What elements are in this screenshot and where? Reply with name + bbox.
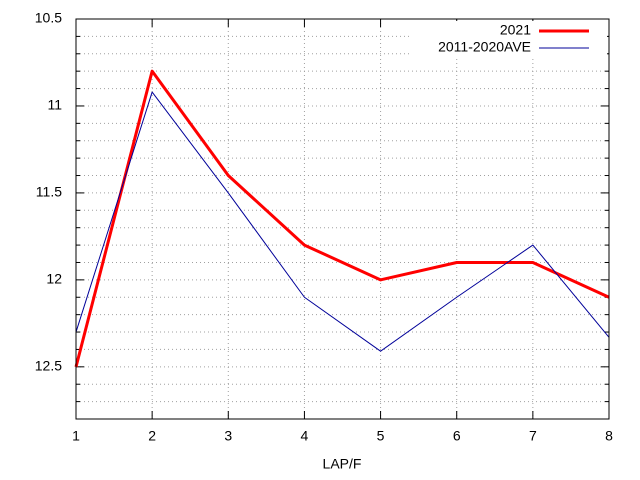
y-tick-label: 10.5 <box>35 10 62 26</box>
x-tick-label: 3 <box>224 428 232 444</box>
x-tick-label: 1 <box>72 428 80 444</box>
legend-label: 2011-2020AVE <box>438 39 531 55</box>
y-tick-label: 11.5 <box>36 184 62 200</box>
x-tick-label: 6 <box>453 428 461 444</box>
plot-border <box>75 18 610 420</box>
y-tick-label: 12 <box>46 271 62 287</box>
legend-label: 2021 <box>500 22 531 38</box>
x-tick-label: 8 <box>605 428 613 444</box>
series-line <box>74 69 610 368</box>
y-tick-label: 11 <box>47 97 62 113</box>
x-tick-label: 7 <box>529 428 537 444</box>
x-axis-label: LAP/F <box>323 456 362 472</box>
series-line <box>75 91 610 352</box>
x-tick-label: 4 <box>301 428 309 444</box>
x-tick-label: 5 <box>377 428 385 444</box>
legend-background <box>409 21 607 59</box>
y-tick-label: 12.5 <box>35 358 62 374</box>
x-tick-label: 2 <box>148 428 156 444</box>
